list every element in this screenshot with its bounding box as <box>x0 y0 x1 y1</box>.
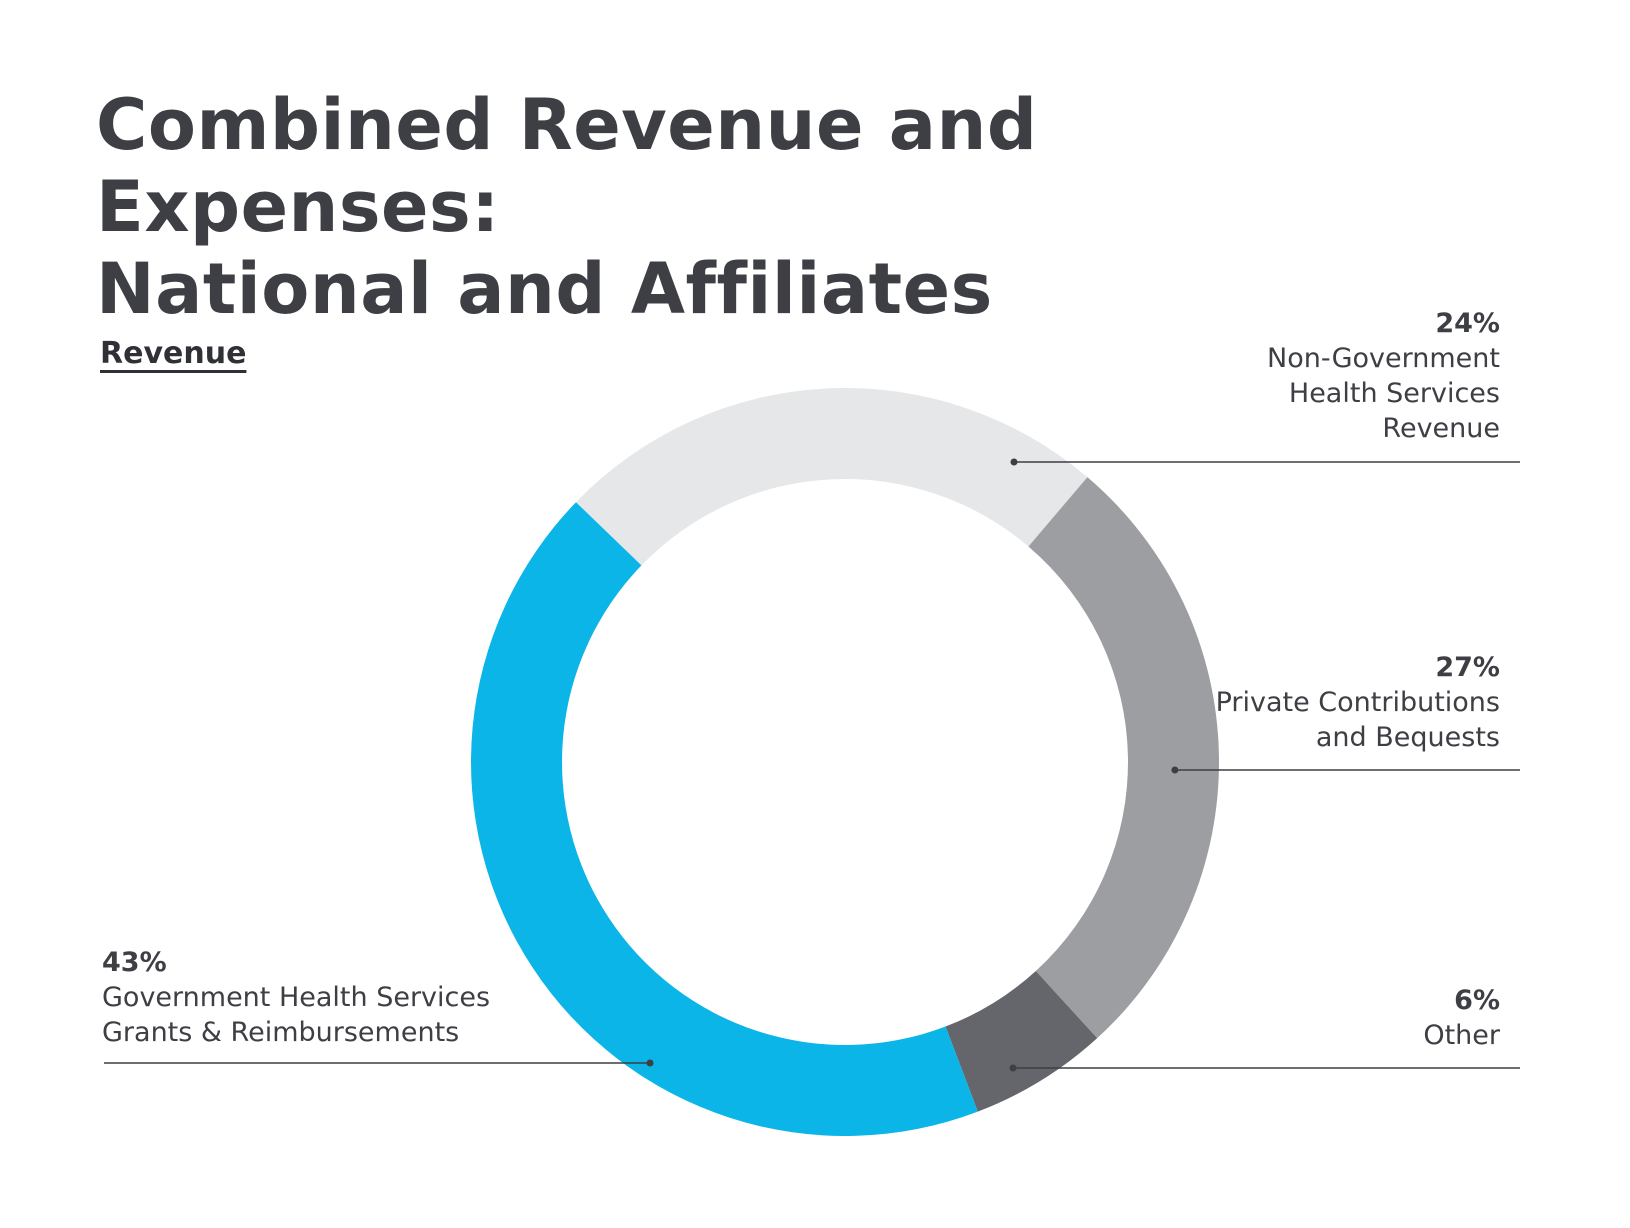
leader-dot-non-government <box>1010 458 1018 466</box>
leader-dot-government <box>646 1059 654 1067</box>
callout-private-contributions-value: 27% <box>1435 652 1500 683</box>
chart-subtitle: Revenue <box>100 336 247 371</box>
callout-government: 43% Government Health Services Grants & … <box>102 945 490 1050</box>
callout-other: 6% Other <box>1423 983 1500 1053</box>
callout-private-contributions: 27% Private Contributions and Bequests <box>1216 650 1500 755</box>
donut-slice-other <box>945 970 1098 1112</box>
donut-slice-private-contributions <box>1028 477 1219 1039</box>
callout-government-label: Government Health Services Grants & Reim… <box>102 982 491 1048</box>
donut-slice-non-government <box>575 388 1088 566</box>
callout-government-value: 43% <box>102 947 167 978</box>
callout-non-government-value: 24% <box>1435 308 1500 339</box>
donut-slice-government <box>471 502 978 1136</box>
leader-dot-other <box>1009 1064 1017 1072</box>
callout-non-government: 24% Non-Government Health Services Reven… <box>1267 306 1500 446</box>
callout-non-government-label: Non-Government Health Services Revenue <box>1267 343 1500 444</box>
callout-other-value: 6% <box>1454 985 1500 1016</box>
callout-other-label: Other <box>1423 1020 1500 1051</box>
page-title: Combined Revenue and Expenses: National … <box>96 84 1038 330</box>
callout-private-contributions-label: Private Contributions and Bequests <box>1215 687 1500 753</box>
leader-dot-private-contributions <box>1171 766 1179 774</box>
